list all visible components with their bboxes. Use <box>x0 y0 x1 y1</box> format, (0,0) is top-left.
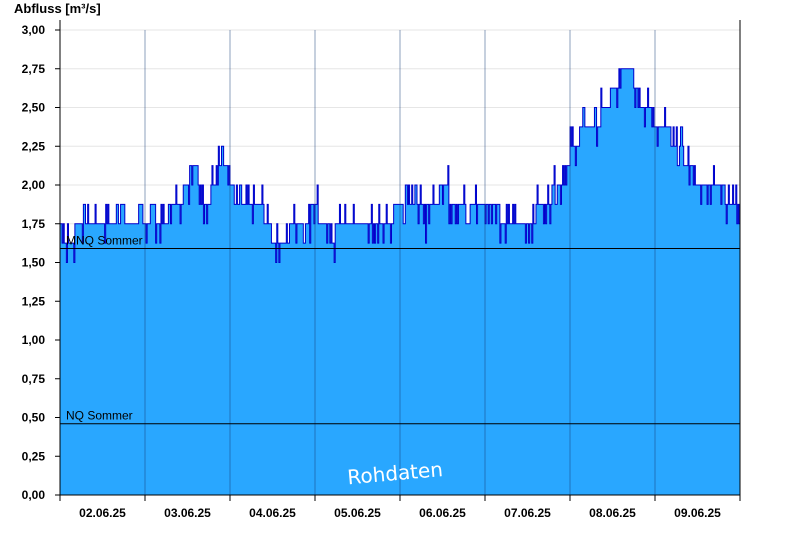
y-tick-label: 0,25 <box>22 449 46 463</box>
day-separators <box>144 30 656 495</box>
y-tick-label: 2,50 <box>22 101 46 115</box>
y-tick-label: 2,25 <box>22 139 46 153</box>
reference-lines: MNQ Sommer NQ Sommer <box>60 234 740 425</box>
x-tick-label: 02.06.25 <box>79 506 126 520</box>
x-tick-label: 05.06.25 <box>334 506 381 520</box>
series-line <box>60 68 741 263</box>
y-tick-label: 1,00 <box>22 333 46 347</box>
reference-line-label: NQ Sommer <box>66 409 133 423</box>
y-tick-label: 3,00 <box>22 23 46 37</box>
y-tick-label: 1,75 <box>22 217 46 231</box>
x-tick-label: 06.06.25 <box>419 506 466 520</box>
y-tick-label: 0,50 <box>22 411 46 425</box>
x-tick-label: 03.06.25 <box>164 506 211 520</box>
x-tick-label: 07.06.25 <box>504 506 551 520</box>
reference-line-label: MNQ Sommer <box>66 234 143 248</box>
y-tick-label: 2,00 <box>22 178 46 192</box>
x-tick-label: 09.06.25 <box>674 506 721 520</box>
y-tick-label: 0,75 <box>22 372 46 386</box>
x-tick-label: 04.06.25 <box>249 506 296 520</box>
x-tick-labels: 02.06.25 03.06.25 04.06.25 05.06.25 06.06.25… <box>79 506 721 520</box>
y-axis-label: Abfluss [m³/s] <box>14 1 101 16</box>
x-tick-label: 08.06.25 <box>589 506 636 520</box>
y-tick-label: 2,75 <box>22 62 46 76</box>
y-tick-label: 1,50 <box>22 256 46 270</box>
y-tick-label: 1,25 <box>22 294 46 308</box>
y-tick-label: 0,00 <box>22 488 46 502</box>
y-tick-labels: 0,00 0,25 0,50 0,75 1,00 1,25 1,50 1,75 2,00 2,25… <box>22 23 46 502</box>
axes <box>55 20 741 501</box>
